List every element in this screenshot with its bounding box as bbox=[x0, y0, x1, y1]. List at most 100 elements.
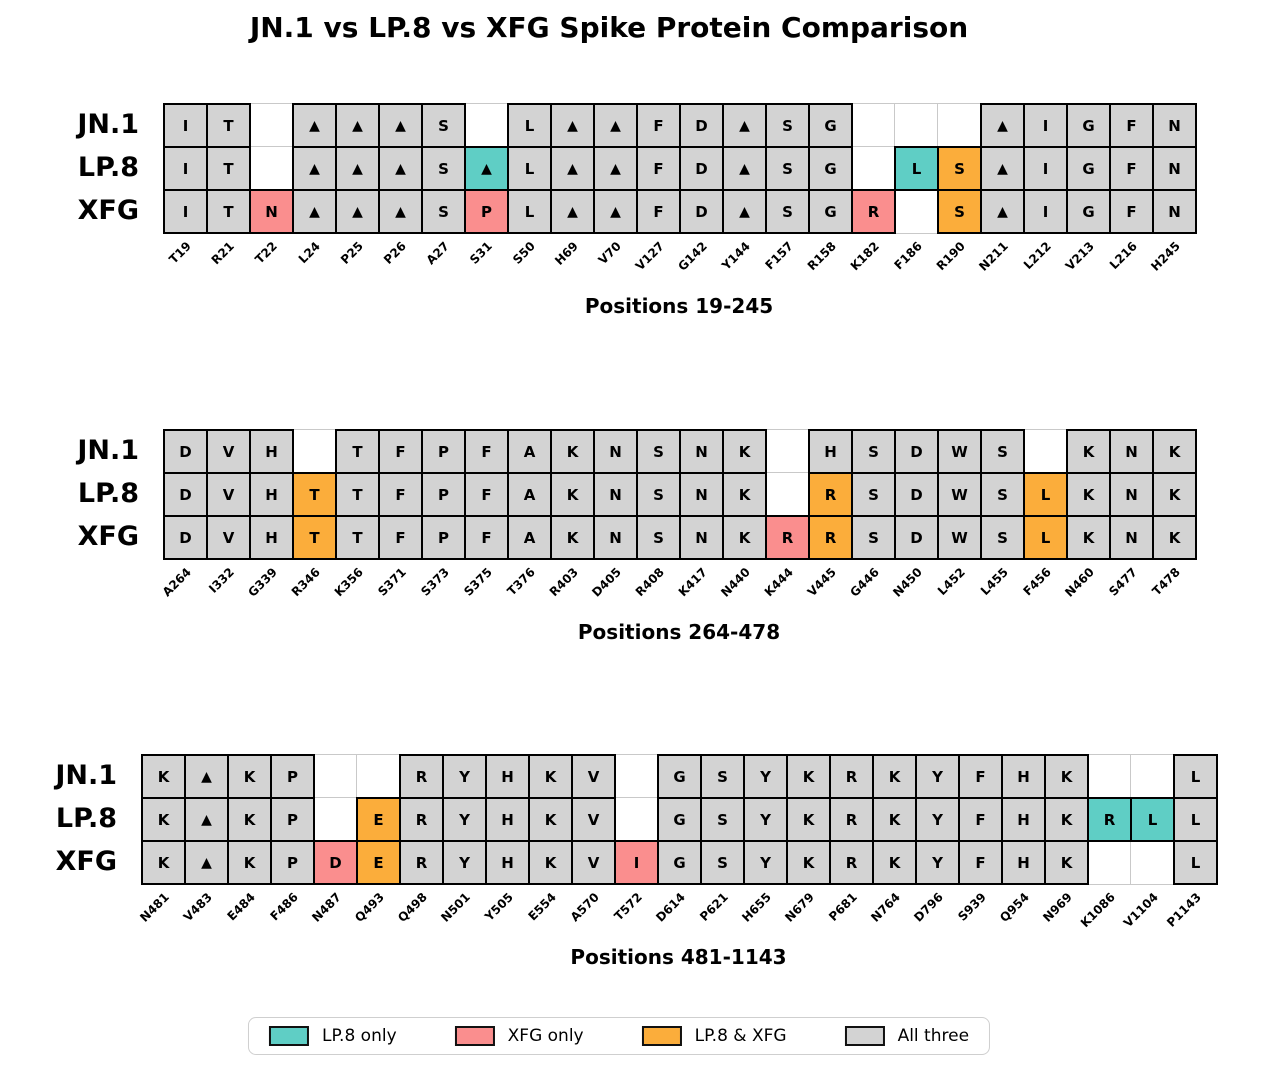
cell-R190-JN.1 bbox=[937, 103, 982, 148]
cell-P621-LP.8: S bbox=[700, 797, 745, 842]
cell-D405-XFG: N bbox=[593, 515, 638, 560]
row-label-LP.8: LP.8 bbox=[77, 152, 139, 183]
panel-positions-481-1143: JN.1 LP.8 XFG K ▲ K P R Y H K V G S Y K R K Y F H K L K ▲ K P E R Y H… bbox=[0, 754, 1274, 984]
cell-S373-XFG: P bbox=[421, 515, 466, 560]
cell-T572-LP.8 bbox=[614, 797, 659, 842]
cell-Y144-LP.8: ▲ bbox=[722, 146, 767, 191]
cell-T478-LP.8: K bbox=[1152, 472, 1197, 517]
cell-V70-XFG: ▲ bbox=[593, 189, 638, 234]
cell-N211-LP.8: ▲ bbox=[980, 146, 1025, 191]
cell-P621-JN.1: S bbox=[700, 754, 745, 799]
cell-R403-JN.1: K bbox=[550, 429, 595, 474]
cell-G142-LP.8: D bbox=[679, 146, 724, 191]
cell-N440-JN.1: K bbox=[722, 429, 767, 474]
cell-K444-XFG: R bbox=[765, 515, 810, 560]
cell-H69-XFG: ▲ bbox=[550, 189, 595, 234]
cell-N450-JN.1: D bbox=[894, 429, 939, 474]
cell-F486-JN.1: P bbox=[270, 754, 315, 799]
cell-T478-JN.1: K bbox=[1152, 429, 1197, 474]
cell-R346-JN.1 bbox=[292, 429, 337, 474]
cell-P25-LP.8: ▲ bbox=[335, 146, 380, 191]
cell-R408-JN.1: S bbox=[636, 429, 681, 474]
cell-K417-XFG: N bbox=[679, 515, 724, 560]
cell-V483-JN.1: ▲ bbox=[184, 754, 229, 799]
legend: LP.8 only XFG only LP.8 & XFG All three bbox=[247, 1017, 991, 1055]
cell-K182-XFG: R bbox=[851, 189, 896, 234]
cell-G339-XFG: H bbox=[249, 515, 294, 560]
legend-item-all: All three bbox=[844, 1026, 969, 1046]
cell-D614-XFG: G bbox=[657, 840, 702, 885]
legend-label-xfg: XFG only bbox=[507, 1026, 584, 1046]
cell-P26-XFG: ▲ bbox=[378, 189, 423, 234]
legend-item-lp8: LP.8 only bbox=[268, 1026, 397, 1046]
cell-A264-LP.8: D bbox=[163, 472, 208, 517]
cell-D614-JN.1: G bbox=[657, 754, 702, 799]
legend-swatch-xfg bbox=[454, 1026, 495, 1046]
cell-Q954-LP.8: H bbox=[1001, 797, 1046, 842]
cell-F186-LP.8: L bbox=[894, 146, 939, 191]
cell-S939-JN.1: F bbox=[958, 754, 1003, 799]
panel-caption: Positions 481-1143 bbox=[570, 945, 787, 969]
cell-E484-XFG: K bbox=[227, 840, 272, 885]
cell-R21-LP.8: T bbox=[206, 146, 251, 191]
cell-I332-LP.8: V bbox=[206, 472, 251, 517]
cell-S939-XFG: F bbox=[958, 840, 1003, 885]
cell-V70-JN.1: ▲ bbox=[593, 103, 638, 148]
cell-H69-JN.1: ▲ bbox=[550, 103, 595, 148]
cell-V445-JN.1: H bbox=[808, 429, 853, 474]
cell-N764-XFG: K bbox=[872, 840, 917, 885]
cell-F186-JN.1 bbox=[894, 103, 939, 148]
cell-N679-JN.1: K bbox=[786, 754, 831, 799]
cell-G142-JN.1: D bbox=[679, 103, 724, 148]
cell-Q498-XFG: R bbox=[399, 840, 444, 885]
cell-R158-XFG: G bbox=[808, 189, 853, 234]
legend-swatch-both bbox=[641, 1026, 682, 1046]
cell-N460-XFG: K bbox=[1066, 515, 1111, 560]
row-labels: JN.1 LP.8 XFG bbox=[0, 429, 139, 558]
cell-T22-XFG: N bbox=[249, 189, 294, 234]
cell-G339-JN.1: H bbox=[249, 429, 294, 474]
cell-V127-LP.8: F bbox=[636, 146, 681, 191]
row-label-JN.1: JN.1 bbox=[77, 435, 139, 466]
cell-G446-XFG: S bbox=[851, 515, 896, 560]
cell-K1086-XFG bbox=[1087, 840, 1132, 885]
cell-N487-JN.1 bbox=[313, 754, 358, 799]
cell-E484-LP.8: K bbox=[227, 797, 272, 842]
cell-Y505-LP.8: H bbox=[485, 797, 530, 842]
cell-V70-LP.8: ▲ bbox=[593, 146, 638, 191]
cell-A570-XFG: V bbox=[571, 840, 616, 885]
row-labels: JN.1 LP.8 XFG bbox=[0, 754, 117, 883]
cell-D796-LP.8: Y bbox=[915, 797, 960, 842]
cell-V1104-LP.8: L bbox=[1130, 797, 1175, 842]
cell-P1143-JN.1: L bbox=[1173, 754, 1218, 799]
cell-R408-XFG: S bbox=[636, 515, 681, 560]
cell-A570-LP.8: V bbox=[571, 797, 616, 842]
cell-V213-JN.1: G bbox=[1066, 103, 1111, 148]
cell-S375-LP.8: F bbox=[464, 472, 509, 517]
cell-N450-XFG: D bbox=[894, 515, 939, 560]
cell-V1104-JN.1 bbox=[1130, 754, 1175, 799]
cell-N969-LP.8: K bbox=[1044, 797, 1089, 842]
cell-N501-LP.8: Y bbox=[442, 797, 487, 842]
cell-S373-LP.8: P bbox=[421, 472, 466, 517]
cell-L452-JN.1: W bbox=[937, 429, 982, 474]
cell-Q954-XFG: H bbox=[1001, 840, 1046, 885]
cell-S477-JN.1: N bbox=[1109, 429, 1154, 474]
cell-P1143-XFG: L bbox=[1173, 840, 1218, 885]
cell-P681-XFG: R bbox=[829, 840, 874, 885]
cell-Q498-LP.8: R bbox=[399, 797, 444, 842]
cell-G446-LP.8: S bbox=[851, 472, 896, 517]
cell-N487-LP.8 bbox=[313, 797, 358, 842]
cell-D796-XFG: Y bbox=[915, 840, 960, 885]
cell-V213-LP.8: G bbox=[1066, 146, 1111, 191]
cell-K417-JN.1: N bbox=[679, 429, 724, 474]
cell-R158-JN.1: G bbox=[808, 103, 853, 148]
cell-N969-XFG: K bbox=[1044, 840, 1089, 885]
cell-P681-JN.1: R bbox=[829, 754, 874, 799]
cell-I332-XFG: V bbox=[206, 515, 251, 560]
